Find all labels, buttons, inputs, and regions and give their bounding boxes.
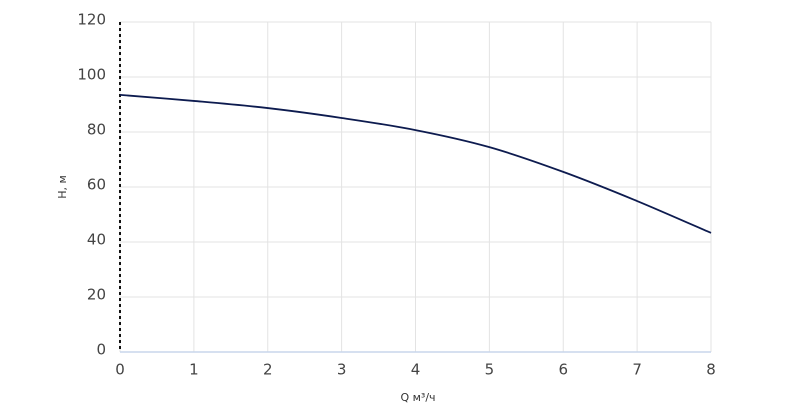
y-tick-label: 80 [87, 121, 106, 139]
line [119, 93, 712, 234]
y-tick-label: 120 [77, 11, 106, 29]
y-tick-label: 100 [77, 66, 106, 84]
y-tick-label: 40 [87, 231, 106, 249]
x-tick-label: 1 [189, 361, 199, 379]
x-tick-label: 5 [485, 361, 495, 379]
x-tick-label: 6 [558, 361, 568, 379]
y-tick-label: 20 [87, 286, 106, 304]
y-tick-label: 0 [96, 341, 106, 359]
x-tick-label: 3 [337, 361, 347, 379]
x-tick-label: 2 [263, 361, 273, 379]
x-tick-label: 7 [632, 361, 642, 379]
y-axis-title: H, м [56, 175, 69, 199]
x-tick-label: 0 [115, 361, 125, 379]
x-axis-title: Q м³/ч [400, 391, 435, 404]
x-tick-label: 4 [411, 361, 421, 379]
y-tick-label: 60 [87, 176, 106, 194]
x-tick-label: 8 [706, 361, 716, 379]
